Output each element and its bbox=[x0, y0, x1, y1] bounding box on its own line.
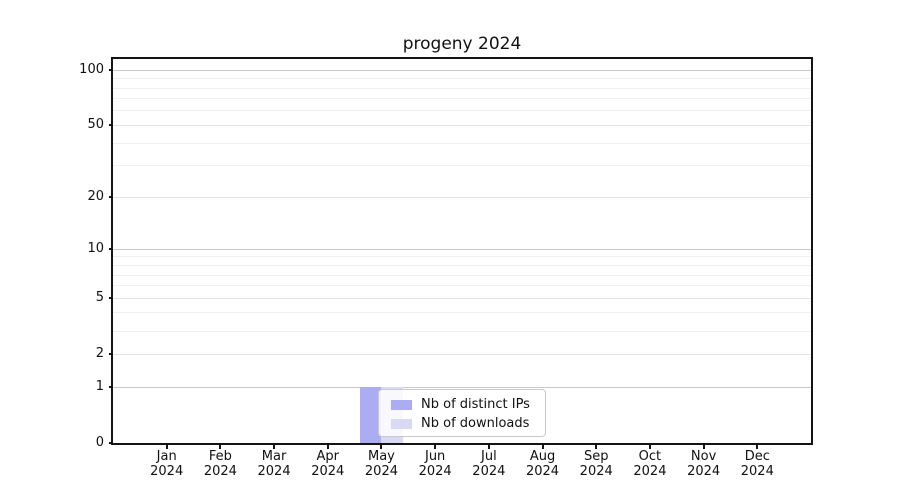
x-tick-month: Aug bbox=[529, 449, 556, 464]
x-tick-mark bbox=[219, 445, 222, 449]
y-tick-mark bbox=[109, 297, 113, 300]
y-tick-label: 1 bbox=[95, 379, 104, 394]
gridline-minor bbox=[113, 265, 811, 266]
gridline-major bbox=[113, 353, 811, 355]
x-tick-year: 2024 bbox=[257, 464, 291, 479]
y-tick-mark bbox=[109, 124, 113, 127]
legend-label-distinct-ips: Nb of distinct IPs bbox=[421, 397, 530, 412]
y-tick-label: 0 bbox=[95, 435, 104, 450]
x-tick-month: Jul bbox=[481, 449, 497, 464]
gridline-minor bbox=[113, 142, 811, 144]
legend: Nb of distinct IPs Nb of downloads bbox=[378, 389, 546, 437]
x-tick-label: Mar 2024 bbox=[246, 449, 302, 479]
y-tick-label: 100 bbox=[79, 62, 104, 78]
gridline-minor bbox=[113, 330, 811, 332]
gridline-major bbox=[113, 248, 811, 250]
x-tick-year: 2024 bbox=[364, 464, 398, 479]
x-tick-mark bbox=[165, 445, 168, 449]
gridline-minor bbox=[113, 98, 811, 100]
x-tick-mark bbox=[702, 445, 705, 449]
legend-swatch-distinct-ips-icon bbox=[391, 399, 412, 410]
y-tick-mark bbox=[109, 442, 113, 444]
y-tick-label: 5 bbox=[95, 290, 104, 306]
gridline-minor bbox=[113, 78, 811, 80]
y-tick-mark bbox=[109, 196, 113, 199]
x-tick-label: Aug 2024 bbox=[515, 449, 571, 479]
x-tick-mark bbox=[487, 445, 490, 449]
x-tick-month: Mar bbox=[261, 449, 287, 464]
x-tick-month: Dec bbox=[744, 449, 770, 464]
x-tick-month: Jun bbox=[424, 449, 446, 464]
gridline-minor bbox=[113, 285, 811, 287]
x-tick-year: 2024 bbox=[311, 464, 345, 479]
x-tick-month: Apr bbox=[316, 449, 340, 464]
gridline-minor bbox=[113, 87, 811, 89]
legend-item-downloads: Nb of downloads bbox=[391, 414, 537, 433]
gridline-minor bbox=[113, 312, 811, 314]
chart-title: progeny 2024 bbox=[402, 34, 522, 54]
y-tick-label: 2 bbox=[95, 346, 104, 362]
x-tick-label: Jan 2024 bbox=[139, 449, 195, 479]
gridline-major bbox=[113, 124, 811, 126]
gridline-major bbox=[113, 196, 811, 198]
x-tick-year: 2024 bbox=[203, 464, 237, 479]
x-tick-year: 2024 bbox=[150, 464, 184, 479]
legend-item-distinct-ips: Nb of distinct IPs bbox=[391, 395, 537, 414]
x-tick-mark bbox=[380, 445, 383, 449]
x-tick-month: Nov bbox=[690, 449, 717, 464]
gridline-major bbox=[113, 297, 811, 299]
x-tick-mark bbox=[273, 445, 276, 449]
gridline-major bbox=[113, 386, 811, 388]
y-tick-label: 20 bbox=[87, 189, 104, 205]
x-tick-year: 2024 bbox=[472, 464, 506, 479]
y-tick-mark bbox=[109, 69, 113, 72]
x-tick-label: Jul 2024 bbox=[461, 449, 517, 479]
x-tick-label: Dec 2024 bbox=[729, 449, 785, 479]
y-tick-label: 10 bbox=[87, 241, 104, 257]
gridline-minor bbox=[113, 256, 811, 258]
x-tick-month: Jan bbox=[156, 449, 177, 464]
x-tick-mark bbox=[648, 445, 651, 449]
x-tick-year: 2024 bbox=[525, 464, 560, 479]
x-tick-label: Sep 2024 bbox=[568, 449, 624, 479]
x-tick-month: Sep bbox=[583, 449, 609, 464]
x-tick-month: May bbox=[368, 449, 395, 464]
x-tick-mark bbox=[541, 445, 544, 449]
legend-swatch-downloads-icon bbox=[391, 418, 412, 429]
x-tick-year: 2024 bbox=[740, 464, 774, 479]
legend-label-downloads: Nb of downloads bbox=[421, 416, 530, 431]
gridline-minor bbox=[113, 165, 811, 167]
x-tick-mark bbox=[326, 445, 329, 449]
plot-area-border bbox=[111, 57, 813, 445]
x-tick-label: Jun 2024 bbox=[407, 449, 463, 479]
y-tick-mark bbox=[109, 386, 113, 388]
x-tick-label: Feb 2024 bbox=[192, 449, 248, 479]
x-tick-label: Nov 2024 bbox=[676, 449, 732, 479]
y-tick-mark bbox=[109, 353, 113, 356]
x-tick-month: Feb bbox=[208, 449, 232, 464]
x-tick-year: 2024 bbox=[418, 464, 452, 479]
x-tick-year: 2024 bbox=[579, 464, 613, 479]
y-tick-mark bbox=[109, 248, 113, 251]
x-tick-label: Oct 2024 bbox=[622, 449, 678, 479]
x-tick-mark bbox=[756, 445, 759, 449]
x-tick-mark bbox=[434, 445, 437, 449]
gridline-minor bbox=[113, 274, 811, 276]
x-tick-year: 2024 bbox=[633, 464, 667, 479]
bar-distinct-ips bbox=[359, 387, 382, 443]
x-tick-mark bbox=[595, 445, 598, 449]
x-tick-label: Apr 2024 bbox=[300, 449, 356, 479]
gridline-minor bbox=[113, 110, 811, 112]
y-tick-label: 50 bbox=[87, 117, 104, 133]
gridline-major bbox=[113, 69, 811, 71]
x-tick-year: 2024 bbox=[687, 464, 721, 479]
x-tick-month: Oct bbox=[638, 449, 662, 464]
x-tick-label: May 2024 bbox=[353, 449, 409, 479]
